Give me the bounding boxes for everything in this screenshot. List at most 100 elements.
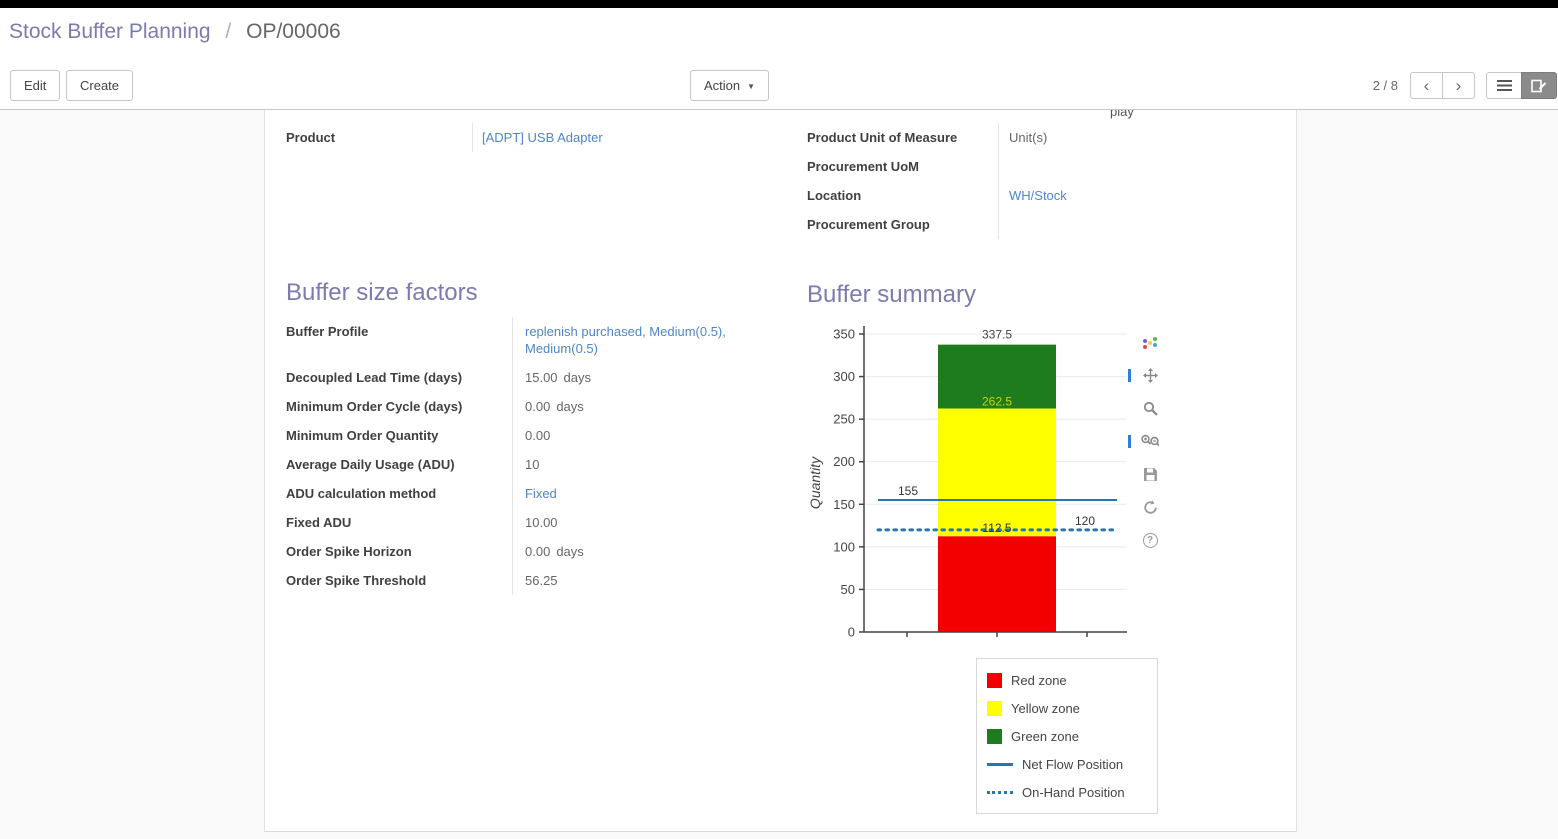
action-dropdown-button[interactable]: Action ▼ — [690, 70, 770, 101]
svg-text:100: 100 — [833, 539, 855, 554]
pager-next-button[interactable]: › — [1442, 72, 1475, 99]
svg-text:112.5: 112.5 — [982, 521, 1011, 535]
svg-text:150: 150 — [833, 497, 855, 512]
svg-text:50: 50 — [841, 582, 855, 597]
chart-legend: Red zone Yellow zone Green zone Net Flow Po… — [976, 658, 1158, 814]
list-view-button[interactable] — [1486, 72, 1522, 99]
legend-swatch-box — [987, 700, 1002, 716]
breadcrumb-parent-link[interactable]: Stock Buffer Planning — [9, 20, 211, 43]
legend-label: Red zone — [1011, 672, 1067, 688]
pager-count: 2 / 8 — [1372, 78, 1398, 93]
factor-value: Fixed — [512, 479, 773, 508]
buffer-factors-table: Buffer Profile replenish purchased, Mediu… — [286, 317, 773, 595]
factor-label: Order Spike Horizon — [286, 544, 412, 559]
field-value-link[interactable]: WH/Stock — [1009, 188, 1067, 203]
field-value: WH/Stock — [998, 181, 1269, 210]
chart-modebar: ? — [1128, 334, 1159, 549]
legend-label: Yellow zone — [1011, 700, 1080, 716]
svg-text:Quantity: Quantity — [807, 456, 823, 509]
form-sheet: play Product [ADPT] USB Adapter Product U… — [264, 110, 1297, 832]
field-value — [998, 210, 1269, 239]
factor-label: ADU calculation method — [286, 486, 437, 501]
pan-icon[interactable] — [1128, 367, 1159, 384]
buffer-chart-plot[interactable]: 0 50 100 150 200 250 300 350 337.5 262.5 155 112.5 1… — [807, 322, 1139, 656]
legend-swatch-line — [987, 762, 1013, 766]
action-label: Action — [704, 78, 741, 93]
factor-label: Buffer Profile — [286, 324, 369, 339]
legend-swatch-box — [987, 728, 1002, 744]
factor-label: Fixed ADU — [286, 515, 352, 530]
factor-value: 56.25 — [512, 566, 773, 595]
legend-item[interactable]: Net Flow Position — [987, 750, 1147, 778]
svg-text:250: 250 — [833, 412, 855, 427]
field-label: Product — [286, 130, 336, 145]
clipped-top-text: play — [1110, 110, 1134, 119]
legend-label: On-Hand Position — [1022, 784, 1125, 800]
field-label: Procurement UoM — [807, 159, 919, 174]
field-group-right: Product Unit of Measure Unit(s) Procuremen… — [807, 123, 1269, 239]
unit-suffix: days — [556, 399, 584, 414]
svg-text:120: 120 — [1075, 514, 1095, 528]
breadcrumb-separator: / — [225, 20, 232, 43]
field-value — [998, 152, 1269, 181]
factor-label: Decoupled Lead Time (days) — [286, 370, 463, 385]
edit-button[interactable]: Edit — [10, 70, 61, 101]
legend-swatch-dotted — [987, 790, 1013, 794]
svg-text:0: 0 — [848, 625, 855, 640]
factor-label: Minimum Order Cycle (days) — [286, 399, 463, 414]
factor-value-link[interactable]: replenish purchased, Medium(0.5), Medium… — [525, 324, 726, 356]
save-icon[interactable] — [1141, 466, 1159, 483]
zoom-in-out-icon[interactable] — [1128, 433, 1159, 450]
list-view-icon — [1496, 80, 1512, 91]
factor-label: Minimum Order Quantity — [286, 428, 439, 443]
factor-label: Order Spike Threshold — [286, 573, 427, 588]
factor-value: 0.00 — [512, 421, 773, 450]
legend-label: Net Flow Position — [1022, 756, 1124, 772]
svg-text:337.5: 337.5 — [982, 328, 1012, 342]
buffer-summary-chart: 0 50 100 150 200 250 300 350 337.5 262.5 155 112.5 1… — [807, 322, 1173, 664]
field-value: [ADPT] USB Adapter — [472, 123, 746, 152]
svg-text:155: 155 — [898, 484, 918, 498]
buffer-size-factors-title: Buffer size factors — [286, 279, 478, 306]
legend-item[interactable]: Red zone — [987, 666, 1147, 694]
buffer-summary-title: Buffer summary — [807, 281, 976, 308]
factor-value: 15.00 days — [512, 363, 773, 392]
form-view-button[interactable] — [1521, 72, 1557, 99]
top-nav-bar — [0, 0, 1558, 8]
field-group-left: Product [ADPT] USB Adapter — [286, 123, 746, 152]
factor-value-link[interactable]: Fixed — [525, 486, 557, 501]
field-label: Procurement Group — [807, 217, 930, 232]
reset-axes-icon[interactable] — [1141, 499, 1159, 516]
field-value-link[interactable]: [ADPT] USB Adapter — [482, 130, 603, 145]
control-panel: Stock Buffer Planning / OP/00006 Edit Cr… — [0, 8, 1558, 110]
legend-swatch-box — [987, 672, 1002, 688]
legend-item[interactable]: On-Hand Position — [987, 778, 1147, 806]
plotly-logo-icon[interactable] — [1141, 334, 1159, 351]
view-switcher — [1486, 72, 1557, 99]
help-glyph: ? — [1146, 535, 1154, 546]
field-label: Product Unit of Measure — [807, 130, 958, 145]
svg-text:350: 350 — [833, 327, 855, 342]
legend-item[interactable]: Yellow zone — [987, 694, 1147, 722]
breadcrumb: Stock Buffer Planning / OP/00006 — [9, 20, 341, 44]
create-button[interactable]: Create — [66, 70, 134, 101]
factor-value: 0.00 days — [512, 392, 773, 421]
unit-suffix: days — [563, 370, 592, 385]
svg-text:262.5: 262.5 — [982, 395, 1012, 409]
legend-label: Green zone — [1011, 728, 1079, 744]
field-label: Location — [807, 188, 862, 203]
factor-value: 10 — [512, 450, 773, 479]
factor-value: replenish purchased, Medium(0.5), Medium… — [512, 317, 773, 363]
form-view-icon — [1531, 79, 1547, 92]
legend-item[interactable]: Green zone — [987, 722, 1147, 750]
help-icon[interactable]: ? — [1141, 532, 1159, 549]
factor-label: Average Daily Usage (ADU) — [286, 457, 455, 472]
zoom-icon[interactable] — [1141, 400, 1159, 417]
caret-down-icon: ▼ — [747, 82, 756, 91]
factor-value: 10.00 — [512, 508, 773, 537]
factor-value: 0.00 days — [512, 537, 773, 566]
unit-suffix: days — [556, 544, 584, 559]
svg-text:200: 200 — [833, 454, 855, 469]
pager-previous-button[interactable]: ‹ — [1410, 72, 1443, 99]
